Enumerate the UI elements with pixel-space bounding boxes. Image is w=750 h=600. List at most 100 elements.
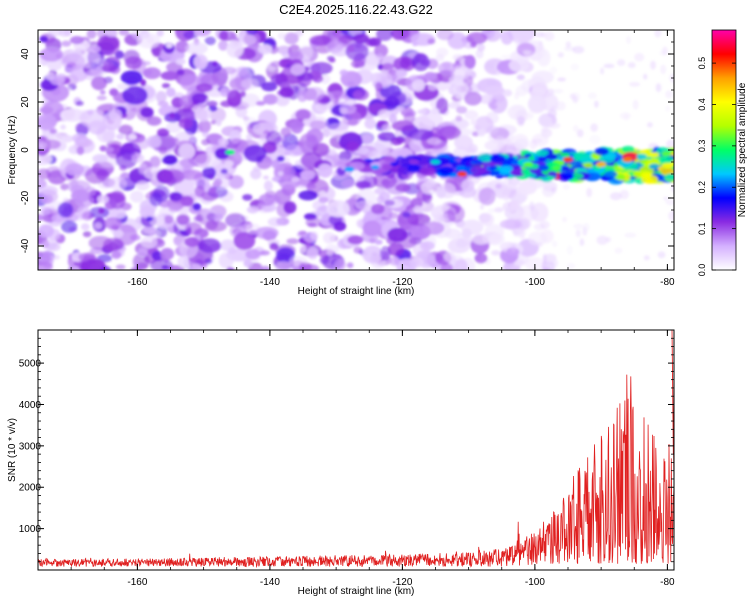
heatmap-cell xyxy=(38,224,54,238)
heatmap-cell xyxy=(194,214,204,222)
heatmap-cell xyxy=(326,248,334,257)
heatmap-cell xyxy=(156,30,164,37)
heatmap-cell xyxy=(89,66,104,77)
heatmap-cell xyxy=(447,204,465,223)
heatmap-cell xyxy=(326,200,350,218)
heatmap-cell xyxy=(116,133,125,140)
heatmap-cell xyxy=(312,139,319,148)
heatmap-cells xyxy=(38,30,674,270)
heatmap-cell xyxy=(489,30,498,40)
heatmap-cell xyxy=(360,142,387,159)
heatmap-cell xyxy=(461,179,475,193)
heatmap-cell xyxy=(79,109,107,128)
heatmap-cell xyxy=(318,190,327,197)
heatmap-cell xyxy=(328,90,347,100)
heatmap-cell xyxy=(547,175,555,180)
heatmap-cell xyxy=(317,163,333,178)
colorbar: 0.0 0.1 0.2 0.3 0.4 0.5 Normalized spectral a… xyxy=(697,29,748,276)
heatmap-cell xyxy=(61,40,72,47)
heatmap-cell xyxy=(495,183,502,189)
heatmap-cell xyxy=(508,58,529,72)
heatmap-cell xyxy=(278,174,301,190)
heatmap-cell xyxy=(426,137,442,145)
heatmap-cell xyxy=(379,245,391,261)
heatmap-cell xyxy=(226,267,235,270)
heatmap-y-axis: -40 -20 0 20 40 xyxy=(20,41,674,259)
heatmap-cell xyxy=(477,128,486,137)
heatmap-cell xyxy=(521,169,532,175)
heatmap-cell xyxy=(218,252,234,269)
heatmap-cell xyxy=(242,194,253,201)
heatmap-cell xyxy=(470,119,477,126)
heatmap-cell xyxy=(276,155,285,162)
heatmap-cell xyxy=(455,165,466,171)
heatmap-cell xyxy=(146,216,154,222)
heatmap-cell xyxy=(420,241,435,251)
colorbar-label: Normalized spectral amplitude xyxy=(737,82,748,217)
heatmap-cell xyxy=(334,259,346,270)
heatmap-cell xyxy=(140,106,154,118)
heatmap-cell xyxy=(397,198,405,203)
heatmap-cell xyxy=(388,114,398,124)
heatmap-cell xyxy=(381,124,392,131)
heatmap-cell xyxy=(318,196,329,203)
heatmap-cell xyxy=(81,223,90,231)
heatmap-cell xyxy=(339,69,349,76)
heatmap-cell xyxy=(475,49,484,59)
heatmap-cell xyxy=(572,172,584,179)
heatmap-cell xyxy=(375,53,384,60)
heatmap-cell xyxy=(580,156,594,164)
heatmap-cell xyxy=(438,182,457,199)
heatmap-cell xyxy=(614,173,626,180)
snr-series-line xyxy=(38,330,674,569)
heatmap-cell xyxy=(160,247,175,261)
heatmap-cell xyxy=(430,159,441,165)
heatmap-cell xyxy=(92,154,108,163)
heatmap-cell xyxy=(427,83,438,91)
heatmap-cell xyxy=(457,128,473,136)
heatmap-cell xyxy=(169,191,183,202)
heatmap-cell xyxy=(387,227,408,242)
heatmap-cell xyxy=(395,183,411,192)
heatmap-cell xyxy=(204,220,227,232)
heatmap-cell xyxy=(614,247,623,254)
heatmap-y-label: Frequency (Hz) xyxy=(7,116,18,185)
heatmap-cell xyxy=(491,250,501,256)
snr-y-tick-label: 2000 xyxy=(19,483,42,494)
heatmap-cell xyxy=(96,95,107,101)
heatmap-cell xyxy=(640,172,652,179)
heatmap-cell xyxy=(660,64,667,75)
heatmap-cell xyxy=(529,139,538,150)
heatmap-cell xyxy=(140,236,158,249)
heatmap-cell xyxy=(413,205,423,212)
heatmap-cell xyxy=(649,152,660,158)
heatmap-cell xyxy=(430,107,439,115)
heatmap-cell xyxy=(513,229,518,237)
heatmap-cell xyxy=(320,74,331,85)
heatmap-cell xyxy=(461,228,472,239)
heatmap-cell xyxy=(626,36,631,45)
heatmap-cell xyxy=(552,165,562,171)
heatmap-cell xyxy=(219,30,229,41)
heatmap-cell xyxy=(621,145,635,154)
heatmap-cell xyxy=(484,140,505,151)
heatmap-cell xyxy=(507,30,535,44)
heatmap-cell xyxy=(438,125,462,140)
heatmap-cell xyxy=(542,253,547,264)
snr-frame xyxy=(37,329,675,571)
heatmap-cell xyxy=(647,122,653,128)
heatmap-cell xyxy=(517,227,527,237)
heatmap-cell xyxy=(545,153,558,161)
heatmap-cell xyxy=(143,67,162,80)
heatmap-cell xyxy=(551,240,558,248)
heatmap-cell xyxy=(131,153,145,163)
heatmap-cell xyxy=(616,59,626,66)
heatmap-cell xyxy=(245,248,261,260)
heatmap-cell xyxy=(38,147,43,155)
heatmap-cell xyxy=(130,266,142,270)
heatmap-cell xyxy=(47,59,63,71)
heatmap-cell xyxy=(225,149,236,155)
heatmap-cell xyxy=(138,247,148,257)
heatmap-y-tick-label: -20 xyxy=(20,190,31,205)
heatmap-cell xyxy=(191,93,207,104)
